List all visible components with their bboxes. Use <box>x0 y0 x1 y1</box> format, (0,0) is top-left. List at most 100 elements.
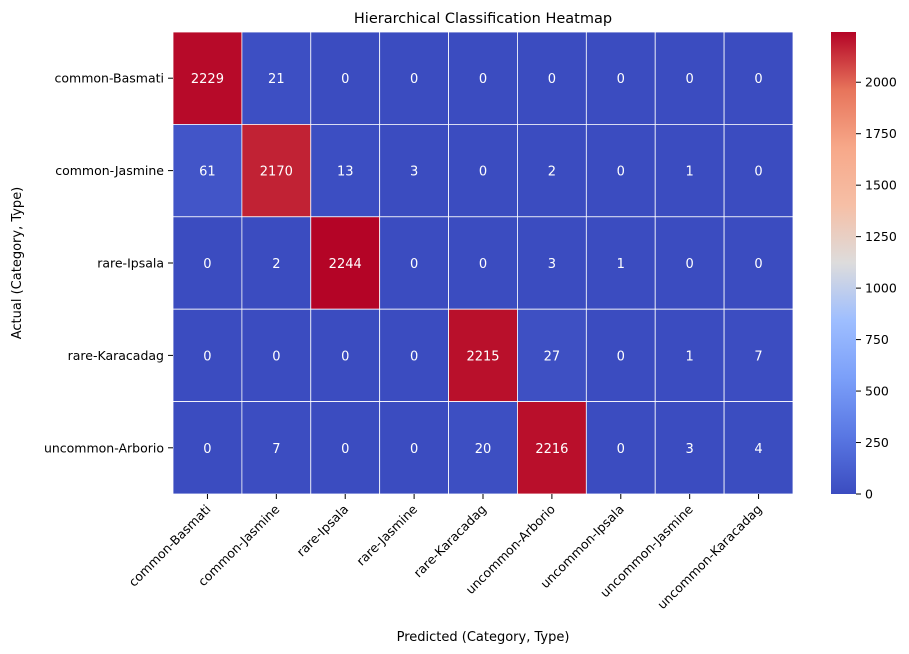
cell-value-label: 0 <box>617 72 625 87</box>
cell-value-label: 0 <box>617 349 625 364</box>
heatmap-cell <box>654 124 725 218</box>
colorbar <box>831 32 856 494</box>
cell-value-label: 0 <box>686 72 694 87</box>
heatmap-cell <box>172 308 243 403</box>
cell-value-label: 0 <box>754 257 762 272</box>
heatmap-cells <box>172 31 794 495</box>
heatmap-cell <box>517 31 587 125</box>
x-axis-label: Predicted (Category, Type) <box>397 630 570 645</box>
cell-value-label: 4 <box>754 442 762 457</box>
heatmap-cell <box>241 401 312 495</box>
y-axis-label: Actual (Category, Type) <box>10 187 25 340</box>
cell-value-label: 0 <box>272 349 280 364</box>
colorbar-tick-label: 1000 <box>865 281 897 296</box>
colorbar-tick-label: 0 <box>865 487 873 502</box>
cell-value-label: 2229 <box>191 72 224 87</box>
cell-value-label: 3 <box>548 257 556 272</box>
y-tick-label: rare-Karacadag <box>68 348 164 363</box>
heatmap-cell <box>654 31 725 125</box>
heatmap-cell <box>310 216 381 310</box>
cell-value-label: 0 <box>203 349 211 364</box>
cell-value-label: 27 <box>544 349 561 364</box>
heatmap-cell <box>517 124 587 218</box>
cell-value-label: 2170 <box>260 165 293 180</box>
y-axis-ticks: common-Basmati common-Jasmine rare-Ipsala r… <box>44 71 173 455</box>
colorbar-tick-label: 2000 <box>865 75 897 90</box>
cell-value-label: 3 <box>686 442 694 457</box>
cell-value-label: 0 <box>617 165 625 180</box>
heatmap-cell <box>379 216 449 310</box>
heatmap-cell <box>241 308 312 403</box>
heatmap-cell <box>241 216 312 310</box>
x-tick-label: rare-Ipsala <box>294 502 352 560</box>
cell-value-label: 2215 <box>466 349 499 364</box>
cell-value-label: 3 <box>410 165 418 180</box>
heatmap-cell <box>723 308 794 403</box>
cell-value-label: 0 <box>686 257 694 272</box>
colorbar-tick-label: 500 <box>865 384 889 399</box>
heatmap-cell <box>310 31 381 125</box>
cell-value-label: 0 <box>410 442 418 457</box>
heatmap-cell <box>723 124 794 218</box>
cell-value-label: 7 <box>272 442 280 457</box>
cell-value-label: 7 <box>754 349 762 364</box>
cell-value-label: 0 <box>479 257 487 272</box>
heatmap-cell <box>448 31 518 125</box>
heatmap-cell <box>310 401 381 495</box>
heatmap-cell <box>172 124 243 218</box>
colorbar-tick-label: 1750 <box>865 126 897 141</box>
y-tick-label: common-Jasmine <box>55 163 164 178</box>
cell-value-label: 0 <box>203 442 211 457</box>
cell-value-label: 0 <box>410 72 418 87</box>
heatmap-cell-labels: 2229 21 0 0 0 0 0 0 061 2170 13 3 0 2 0 1 00 2 2244 0 0 3 1 0 00… <box>191 72 763 457</box>
colorbar-tick-label: 250 <box>865 435 889 450</box>
cell-value-label: 2 <box>548 165 556 180</box>
cell-value-label: 2 <box>272 257 280 272</box>
heatmap-cell <box>172 31 243 125</box>
x-tick-label: rare-Jasmine <box>353 501 420 568</box>
heatmap-cell <box>310 124 381 218</box>
cell-value-label: 0 <box>548 72 556 87</box>
heatmap-cell <box>585 124 656 218</box>
colorbar-ticks: 0 250 500 750 1000 1250 1500 1750 2000 <box>856 75 897 502</box>
heatmap-cell <box>654 308 725 403</box>
cell-value-label: 61 <box>199 165 216 180</box>
colorbar-tick-label: 1250 <box>865 229 897 244</box>
cell-value-label: 2244 <box>329 257 362 272</box>
cell-value-label: 0 <box>341 72 349 87</box>
cell-value-label: 0 <box>203 257 211 272</box>
y-tick-label: rare-Ipsala <box>97 256 164 271</box>
cell-value-label: 0 <box>754 165 762 180</box>
x-tick-label: rare-Karacadag <box>410 502 489 581</box>
heatmap-cell <box>723 401 794 495</box>
heatmap-cell <box>517 401 587 495</box>
cell-value-label: 0 <box>410 349 418 364</box>
chart-title: Hierarchical Classification Heatmap <box>354 11 612 27</box>
heatmap-cell <box>585 401 656 495</box>
cell-value-label: 1 <box>617 257 625 272</box>
colorbar-tick-label: 1500 <box>865 178 897 193</box>
cell-value-label: 21 <box>268 72 285 87</box>
cell-value-label: 2216 <box>535 442 568 457</box>
cell-value-label: 1 <box>686 165 694 180</box>
heatmap-cell <box>448 216 518 310</box>
heatmap-cell <box>379 31 449 125</box>
y-tick-label: uncommon-Arborio <box>44 440 164 455</box>
y-tick-label: common-Basmati <box>55 71 164 86</box>
cell-value-label: 0 <box>754 72 762 87</box>
cell-value-label: 0 <box>410 257 418 272</box>
cell-value-label: 20 <box>475 442 492 457</box>
cell-value-label: 0 <box>479 165 487 180</box>
cell-value-label: 0 <box>341 349 349 364</box>
heatmap-cell <box>241 31 312 125</box>
heatmap-cell <box>723 216 794 310</box>
cell-value-label: 0 <box>617 442 625 457</box>
heatmap-cell <box>172 216 243 310</box>
cell-value-label: 13 <box>337 165 354 180</box>
heatmap-cell <box>585 216 656 310</box>
heatmap-cell <box>379 124 449 218</box>
heatmap-cell <box>448 124 518 218</box>
heatmap-cell <box>172 401 243 495</box>
